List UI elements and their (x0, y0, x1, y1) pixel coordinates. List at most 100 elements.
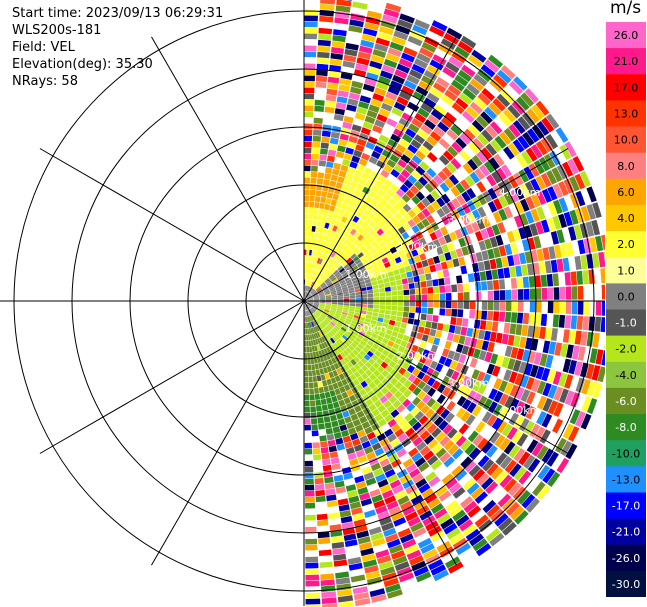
velocity-gate (346, 315, 353, 320)
velocity-gate (345, 266, 352, 272)
velocity-gate (503, 267, 511, 279)
velocity-gate (493, 489, 507, 503)
velocity-gate (429, 328, 437, 337)
velocity-gate (585, 363, 595, 380)
velocity-gate (316, 251, 321, 258)
velocity-gate (317, 233, 323, 240)
velocity-gate (325, 298, 332, 300)
colorbar-swatch (606, 440, 646, 467)
velocity-gate (392, 343, 400, 350)
velocity-gate (329, 230, 336, 238)
velocity-gate (445, 293, 452, 301)
velocity-gate (421, 218, 430, 228)
range-ring-label: 2.00km (396, 350, 438, 363)
velocity-gate (354, 363, 361, 371)
velocity-gate (483, 330, 491, 341)
velocity-gate (441, 473, 454, 485)
velocity-gate (332, 193, 339, 201)
velocity-gate (490, 139, 502, 153)
velocity-gate (323, 112, 334, 120)
velocity-gate (304, 388, 310, 395)
velocity-gate (385, 296, 392, 301)
velocity-gate (448, 174, 459, 186)
range-ring-label: 4.00km (499, 404, 541, 417)
velocity-gate (353, 518, 366, 527)
velocity-gate (319, 316, 324, 321)
velocity-gate (466, 83, 480, 96)
velocity-gate (440, 226, 449, 236)
velocity-gate (307, 297, 313, 300)
velocity-gate (558, 181, 569, 196)
velocity-gate (338, 399, 346, 407)
velocity-gate (417, 380, 427, 390)
velocity-gate (307, 352, 311, 359)
velocity-gate (313, 283, 318, 289)
velocity-gate (312, 275, 316, 281)
velocity-gate (485, 83, 500, 97)
velocity-gate (444, 89, 458, 102)
velocity-gate (462, 162, 474, 175)
velocity-gate (591, 219, 601, 236)
velocity-gate (378, 331, 386, 338)
velocity-gate (331, 295, 338, 298)
velocity-gate (558, 404, 570, 420)
velocity-gate (349, 394, 357, 402)
velocity-gate (508, 217, 518, 230)
velocity-gate (421, 394, 431, 404)
colorbar-swatch (606, 74, 646, 101)
velocity-gate (312, 282, 316, 288)
colorbar-tick-label: -26.0 (612, 552, 640, 565)
velocity-gate (318, 317, 323, 322)
velocity-gate (307, 286, 311, 292)
velocity-gate (306, 304, 311, 309)
velocity-gate (417, 326, 425, 334)
velocity-gate (397, 159, 408, 169)
velocity-gate (503, 206, 513, 219)
velocity-gate (313, 276, 317, 282)
velocity-gate (316, 331, 321, 338)
velocity-gate (542, 468, 556, 484)
velocity-gate (306, 255, 309, 262)
velocity-gate (377, 478, 389, 488)
velocity-gate (320, 282, 325, 287)
velocity-gate (313, 238, 318, 245)
velocity-gate (392, 399, 402, 409)
velocity-gate (346, 37, 361, 45)
velocity-gate (417, 211, 426, 221)
velocity-gate (378, 25, 394, 36)
velocity-gate (531, 378, 541, 393)
velocity-gate (326, 280, 332, 286)
velocity-gate (485, 528, 501, 542)
velocity-gate (460, 496, 474, 509)
velocity-gate (514, 510, 529, 525)
velocity-gate (417, 268, 425, 275)
velocity-gate (587, 398, 598, 415)
velocity-gate (489, 331, 497, 342)
velocity-gate (391, 423, 401, 433)
velocity-gate (304, 346, 307, 353)
velocity-gate (439, 285, 446, 293)
velocity-gate (313, 313, 318, 318)
velocity-gate (319, 3, 335, 11)
velocity-gate (427, 438, 439, 450)
velocity-gate (489, 532, 505, 547)
velocity-gate (364, 361, 372, 369)
velocity-gate (486, 174, 497, 187)
velocity-gate (321, 191, 328, 198)
velocity-gate (381, 369, 389, 378)
velocity-gate (541, 448, 554, 464)
velocity-gate (359, 435, 369, 444)
velocity-gate (368, 526, 382, 536)
velocity-gate (377, 510, 390, 520)
velocity-gate (317, 417, 324, 424)
velocity-gate (344, 48, 358, 57)
velocity-gate (544, 232, 554, 246)
velocity-gate (435, 485, 448, 497)
velocity-gate (304, 237, 308, 244)
velocity-gate (476, 181, 487, 193)
velocity-gate (420, 313, 427, 321)
velocity-gate (536, 339, 545, 353)
velocity-gate (512, 359, 522, 372)
velocity-gate (341, 286, 348, 291)
velocity-gate (540, 137, 553, 153)
